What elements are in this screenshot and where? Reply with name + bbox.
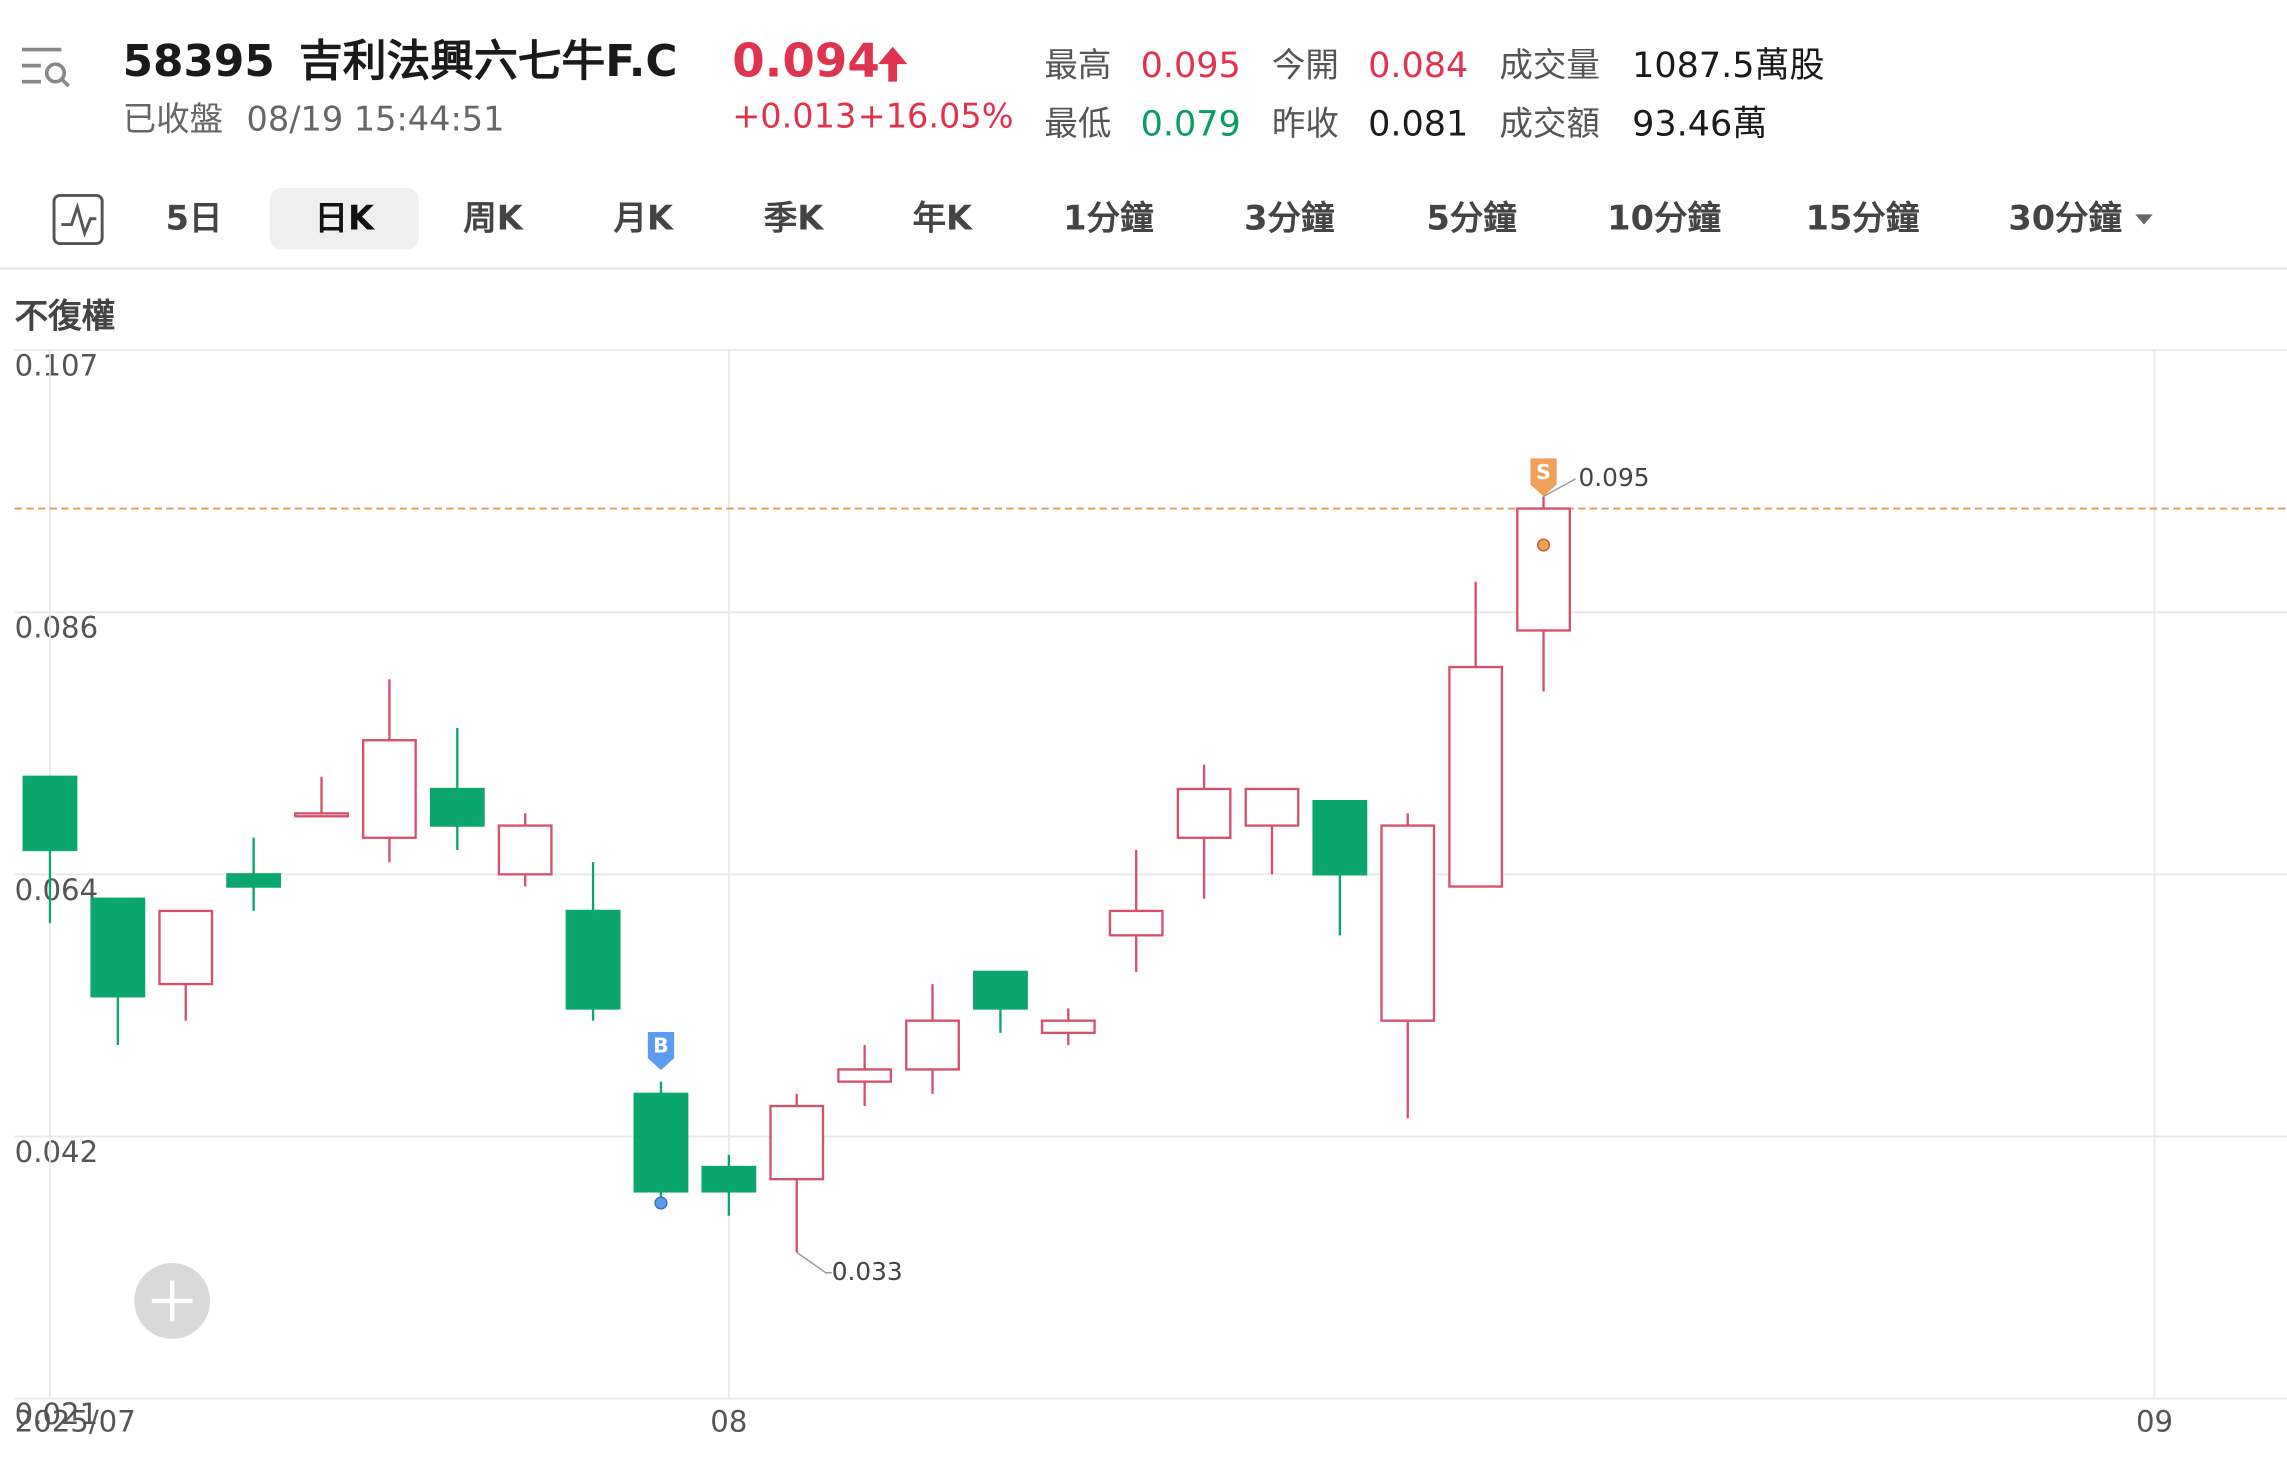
y-tick-label: 0.021 <box>15 1397 98 1431</box>
tab[interactable]: 季K <box>764 199 825 238</box>
tab[interactable]: 日K <box>315 199 376 238</box>
stat-label: 成交量 <box>1499 46 1600 85</box>
trade-marker-label: S <box>1536 460 1551 484</box>
tab[interactable]: 10分鐘 <box>1607 199 1721 238</box>
y-tick-label: 0.086 <box>15 611 98 645</box>
up-arrow <box>878 46 908 82</box>
candle-body <box>1040 1019 1096 1035</box>
trade-dot <box>1536 538 1551 552</box>
high-leader <box>1543 478 1576 497</box>
stock-code: 58395 <box>123 36 275 87</box>
stat-label: 成交額 <box>1499 104 1600 143</box>
chart-mode-glyph <box>61 202 97 238</box>
trade-marker <box>647 1032 675 1070</box>
tab[interactable]: 月K <box>613 199 674 238</box>
menu-icon[interactable] <box>21 47 70 88</box>
candle-body <box>633 1092 689 1193</box>
candle-body <box>837 1068 893 1083</box>
stat-value: 0.079 <box>1141 104 1241 144</box>
dropdown-caret <box>2135 214 2153 225</box>
stat-value: 0.081 <box>1368 104 1468 144</box>
tab[interactable]: 1分鐘 <box>1063 199 1153 238</box>
x-tick-label: 09 <box>2136 1404 2173 1438</box>
change-pct: +16.05% <box>858 97 1014 136</box>
tab[interactable]: 5日 <box>166 199 223 238</box>
tab[interactable]: 3分鐘 <box>1244 199 1334 238</box>
candle-body <box>565 909 621 1010</box>
tab[interactable]: 5分鐘 <box>1426 199 1516 238</box>
stat-value: 1087.5萬股 <box>1632 46 1824 86</box>
candle-body <box>1516 507 1571 632</box>
candle-body <box>226 873 282 888</box>
candle-body <box>158 909 214 986</box>
candle-body <box>1448 665 1504 888</box>
stat-label: 今開 <box>1272 46 1339 85</box>
low-label: 0.033 <box>832 1257 903 1286</box>
tab[interactable]: 30分鐘 <box>2008 199 2122 238</box>
candle-body <box>1312 800 1368 876</box>
price: 0.094 <box>732 35 880 89</box>
stat-label: 最低 <box>1044 104 1111 143</box>
candle-body <box>701 1165 757 1193</box>
candle-body <box>1176 787 1232 839</box>
adjust-label[interactable]: 不復權 <box>15 296 116 335</box>
tab[interactable]: 年K <box>912 199 973 238</box>
candle-body <box>429 787 485 827</box>
candle-body <box>769 1104 825 1181</box>
trade-dot <box>654 1196 668 1210</box>
candle-body <box>294 812 349 818</box>
tab-selected-bg <box>269 188 419 250</box>
trade-marker-label: B <box>653 1034 669 1058</box>
candle-body <box>90 897 146 998</box>
candle-body <box>497 824 553 876</box>
status: 已收盤 <box>123 100 224 139</box>
tab[interactable]: 15分鐘 <box>1806 199 1920 238</box>
trade-marker <box>1530 458 1557 497</box>
change: +0.013 <box>732 97 856 136</box>
candle-body <box>1108 909 1164 937</box>
stat-label: 最高 <box>1044 46 1111 85</box>
stat-value: 93.46萬 <box>1632 104 1767 144</box>
candle-body <box>972 970 1028 1010</box>
chart-mode-icon[interactable] <box>52 193 104 246</box>
y-tick-label: 0.107 <box>15 349 98 383</box>
stat-value: 0.084 <box>1368 46 1468 86</box>
y-tick-label: 0.042 <box>15 1135 98 1169</box>
x-tick-label: 2025/07 <box>15 1404 136 1438</box>
stat-label: 昨收 <box>1272 104 1339 143</box>
high-label: 0.095 <box>1579 463 1650 492</box>
candle-body <box>905 1019 960 1071</box>
candle-body <box>22 775 78 852</box>
time: 08/19 15:44:51 <box>247 100 505 139</box>
candle-body <box>1244 787 1300 827</box>
y-tick-label: 0.064 <box>15 873 98 907</box>
low-leader <box>796 1251 832 1274</box>
tab[interactable]: 周K <box>463 199 524 238</box>
candle-body <box>1380 824 1436 1022</box>
candle-body <box>361 739 417 839</box>
stat-value: 0.095 <box>1141 46 1241 86</box>
add-glyph <box>151 1280 193 1322</box>
stock-name: 吉利法興六七牛F.C <box>299 36 677 87</box>
x-tick-label: 08 <box>710 1404 747 1438</box>
